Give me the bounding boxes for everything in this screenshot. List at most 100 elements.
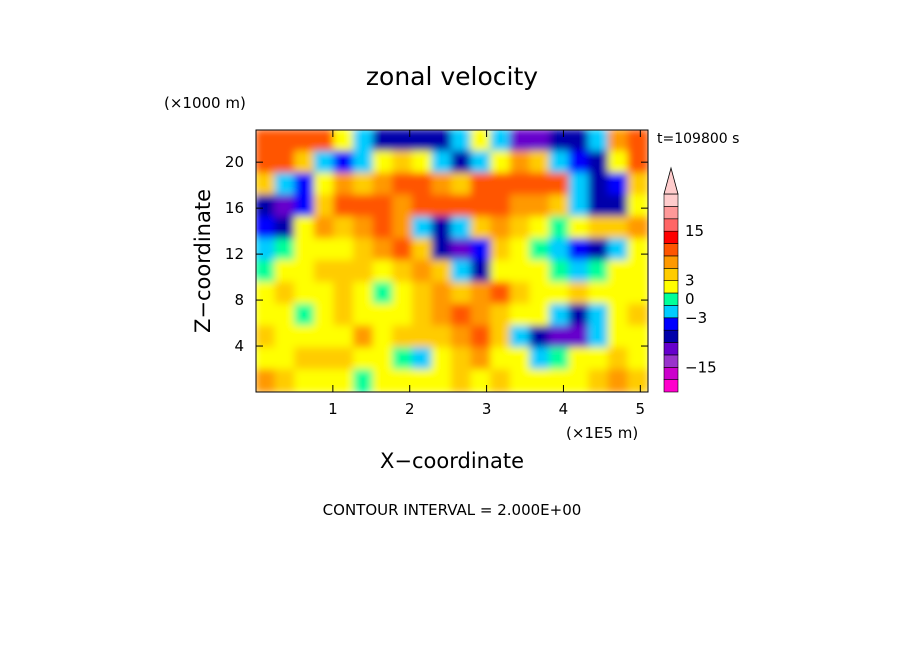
field-cell: [353, 281, 375, 306]
field-cell: [256, 172, 277, 197]
field-cell: [353, 303, 375, 328]
colorbar-label: 15: [685, 222, 704, 240]
field-cell: [274, 260, 297, 284]
field-cell: [451, 130, 473, 153]
field-cell: [588, 130, 610, 153]
field-cell: [256, 260, 277, 284]
field-cell: [627, 347, 648, 372]
field-cell: [392, 260, 414, 284]
field-cell: [353, 130, 375, 153]
field-cell: [607, 172, 630, 197]
field-cell: [294, 260, 316, 284]
field-cell: [313, 150, 336, 175]
field-cell: [470, 347, 493, 372]
field-cell: [470, 303, 493, 328]
field-cell: [333, 194, 355, 219]
y-axis-ticks: 4 8 12 16 20: [225, 153, 648, 355]
field-cell: [372, 194, 395, 219]
colorbar-swatch: [663, 193, 679, 207]
colorbar-swatch: [663, 354, 679, 368]
field-cell: [333, 281, 355, 306]
field-cell: [333, 303, 355, 328]
field-cell: [509, 172, 532, 197]
field-cell: [627, 238, 648, 262]
field-cell: [549, 260, 571, 284]
field-cell: [627, 172, 648, 197]
field-cell: [490, 303, 512, 328]
field-cell: [490, 172, 512, 197]
field-cell: [313, 238, 336, 262]
field-cell: [431, 369, 453, 392]
field-cell: [607, 325, 630, 350]
field-cell: [353, 150, 375, 175]
field-cell: [607, 216, 630, 241]
field-cell: [333, 347, 355, 372]
field-cell: [313, 303, 336, 328]
field-cell: [411, 194, 434, 219]
field-cell: [353, 369, 375, 392]
field-cell: [568, 281, 591, 306]
field-cell: [588, 325, 610, 350]
field-cell: [451, 347, 473, 372]
field-cell: [607, 281, 630, 306]
field-cell: [451, 216, 473, 241]
field-cell: [372, 369, 395, 392]
field-cell: [588, 369, 610, 392]
field-cell: [294, 130, 316, 153]
x-tick-label: 3: [482, 400, 492, 418]
field-cell: [529, 130, 551, 153]
field-cell: [568, 216, 591, 241]
colorbar-label: 3: [685, 272, 695, 290]
colorbar-swatch: [663, 329, 679, 343]
colorbar-swatch: [663, 366, 679, 380]
field-cell: [353, 172, 375, 197]
x-unit-label: (×1E5 m): [566, 424, 638, 442]
field-cell: [627, 281, 648, 306]
x-tick-label: 4: [559, 400, 569, 418]
colorbar-swatch: [663, 267, 679, 281]
field-cell: [294, 172, 316, 197]
field-cell: [372, 130, 395, 153]
field-cell: [627, 369, 648, 392]
field-cell: [411, 238, 434, 262]
field-cell: [294, 194, 316, 219]
field-cell: [313, 216, 336, 241]
field-cell: [529, 150, 551, 175]
field-cell: [392, 172, 414, 197]
field-cell: [274, 347, 297, 372]
field-cell: [411, 216, 434, 241]
field-cell: [372, 325, 395, 350]
y-axis-label: Z−coordinate: [191, 189, 215, 333]
field-cell: [372, 260, 395, 284]
plot-frame: [255, 129, 649, 393]
field-cell: [256, 325, 277, 350]
colorbar-swatch: [663, 255, 679, 269]
field-cell: [372, 281, 395, 306]
field-cell: [549, 325, 571, 350]
colorbar-label: −15: [685, 358, 717, 376]
field-cell: [333, 130, 355, 153]
field-cell: [294, 325, 316, 350]
field-cell: [274, 130, 297, 153]
field-cell: [353, 260, 375, 284]
field-cell: [627, 303, 648, 328]
field-cell: [256, 194, 277, 219]
field-cell: [568, 172, 591, 197]
field-cell: [451, 369, 473, 392]
field-cell: [607, 238, 630, 262]
field-cell: [529, 194, 551, 219]
field-cell: [627, 325, 648, 350]
colorbar-swatch: [663, 230, 679, 244]
colorbar-swatch: [663, 243, 679, 257]
field-cell: [490, 238, 512, 262]
field-cell: [372, 150, 395, 175]
field-cell: [431, 303, 453, 328]
field-cell: [274, 238, 297, 262]
field-cell: [451, 325, 473, 350]
x-axis-ticks: 1 2 3 4 5: [328, 130, 645, 418]
x-tick-label: 1: [328, 400, 338, 418]
field-cell: [353, 194, 375, 219]
field-cell: [607, 260, 630, 284]
field-cell: [313, 130, 336, 153]
